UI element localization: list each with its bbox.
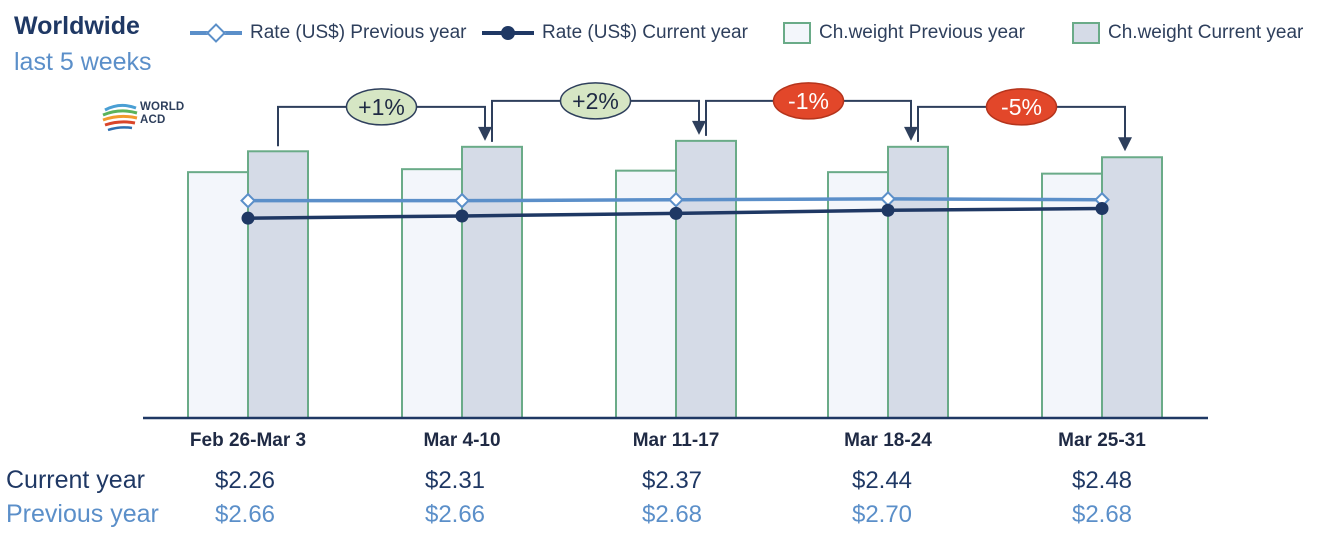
filled-circle-line-icon (482, 25, 534, 41)
previous-rate-value: $2.66 (424, 501, 486, 528)
point-rate-previous (240, 192, 256, 209)
current-year-row-label: Current year (6, 466, 145, 494)
legend-label: Rate (US$) Previous year (250, 22, 467, 43)
chart-title: Worldwide (14, 12, 140, 40)
bar-weight-current (887, 145, 949, 419)
shaded-box-icon (1072, 22, 1100, 44)
current-rate-value: $2.37 (641, 467, 703, 494)
arrow-head-icon (692, 120, 706, 135)
bar-weight-current (461, 145, 523, 419)
logo-text-line2: ACD (140, 114, 166, 126)
current-rate-value: $2.48 (1071, 467, 1133, 494)
bar-weight-current (247, 150, 309, 419)
previous-rate-value: $2.66 (214, 501, 276, 528)
bar-weight-previous (615, 169, 677, 419)
change-label: +1% (358, 94, 405, 120)
globe-swoosh-icon (102, 103, 138, 132)
previous-rate-value: $2.68 (641, 501, 703, 528)
world-acd-logo: WORLD ACD (100, 100, 200, 134)
point-rate-previous (668, 191, 684, 208)
legend-label: Ch.weight Current year (1108, 22, 1304, 43)
change-bubble (772, 82, 845, 120)
legend-label: Rate (US$) Current year (542, 22, 748, 43)
change-label: -1% (788, 88, 829, 114)
x-tick-label: Mar 11-17 (633, 430, 720, 451)
change-label: +2% (572, 88, 619, 114)
open-diamond-line-icon (190, 23, 242, 43)
x-tick-label: Mar 18-24 (844, 430, 932, 451)
logo-text-line1: WORLD (140, 101, 185, 113)
legend-label: Ch.weight Previous year (819, 22, 1025, 43)
arrow-head-icon (904, 126, 918, 141)
bar-weight-previous (401, 168, 463, 419)
legend-item-rate-current: Rate (US$) Current year (482, 20, 748, 46)
previous-rate-value: $2.70 (851, 501, 913, 528)
point-rate-current (241, 211, 255, 225)
bar-weight-current (675, 139, 737, 420)
change-bubble (985, 88, 1058, 126)
previous-year-row-label: Previous year (6, 500, 159, 528)
point-rate-current (669, 206, 683, 220)
bar-weight-previous (187, 171, 249, 419)
point-rate-current (1095, 202, 1109, 216)
light-box-icon (783, 22, 811, 44)
legend-item-weight-previous: Ch.weight Previous year (783, 20, 1025, 46)
legend-item-weight-current: Ch.weight Current year (1072, 20, 1303, 46)
previous-rate-value: $2.68 (1071, 501, 1133, 528)
x-tick-label: Feb 26-Mar 3 (190, 430, 306, 451)
point-rate-current (455, 209, 469, 223)
current-rate-value: $2.31 (424, 467, 486, 494)
current-rate-value: $2.26 (214, 467, 276, 494)
point-rate-previous (454, 192, 470, 209)
change-label: -5% (1001, 94, 1042, 120)
change-bubble (345, 88, 418, 126)
arrow-head-icon (478, 126, 492, 141)
x-tick-label: Mar 4-10 (423, 430, 500, 451)
x-tick-label: Mar 25-31 (1058, 430, 1146, 451)
change-bubble (559, 82, 632, 120)
bar-weight-current (1101, 156, 1163, 419)
point-rate-current (881, 203, 895, 217)
arrow-head-icon (1118, 137, 1132, 152)
legend-item-rate-previous: Rate (US$) Previous year (190, 20, 466, 46)
current-rate-value: $2.44 (851, 467, 913, 494)
chart-subtitle: last 5 weeks (14, 48, 152, 76)
